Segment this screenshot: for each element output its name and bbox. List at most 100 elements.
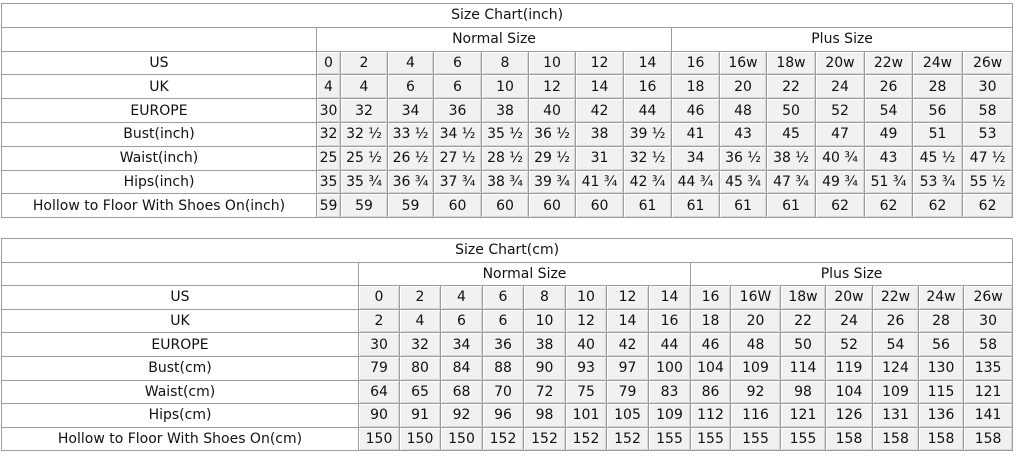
size-value-cell: 26 ½ (387, 145, 434, 171)
size-value-cell: 126 (825, 403, 873, 428)
size-value-cell: 32 (340, 98, 388, 123)
size-value-cell: 60 (433, 193, 482, 219)
size-value-cell: 36 ¾ (387, 169, 434, 195)
size-value-cell: 12 (575, 50, 624, 76)
row-label: Hollow to Floor With Shoes On(cm) (1, 426, 359, 452)
size-value-cell: 25 ½ (340, 145, 388, 171)
size-value-cell: 51 ¾ (864, 169, 913, 195)
row-label: Waist(cm) (1, 379, 359, 405)
size-value-cell: 2 (340, 50, 388, 76)
size-value-cell: 150 (358, 426, 400, 452)
row-label: Bust(inch) (1, 121, 317, 147)
size-value-cell: 130 (918, 355, 964, 381)
size-value-cell: 32 ½ (340, 121, 388, 147)
size-value-cell: 88 (482, 355, 524, 381)
size-value-cell: 28 (912, 74, 963, 100)
size-value-cell: 62 (815, 193, 865, 219)
size-value-cell: 42 (575, 98, 624, 123)
size-value-cell: 38 (481, 98, 529, 123)
group-header-plus-size: Plus Size (670, 26, 1014, 52)
size-value-cell: 54 (864, 98, 913, 123)
size-value-cell: 45 ½ (912, 145, 963, 171)
size-value-cell: 6 (482, 308, 524, 334)
size-value-cell: 58 (961, 98, 1014, 123)
size-value-cell: 4 (340, 74, 388, 100)
size-value-cell: 155 (690, 426, 731, 452)
size-value-cell: 39 ¾ (528, 169, 576, 195)
size-value-cell: 104 (825, 379, 873, 405)
empty-header-cell (1, 261, 359, 287)
size-value-cell: 4 (399, 308, 441, 334)
size-value-cell: 61 (719, 193, 767, 219)
size-value-cell: 96 (482, 403, 524, 428)
size-value-cell: 42 ¾ (623, 169, 672, 195)
size-value-cell: 6 (440, 308, 483, 334)
size-value-cell: 14 (648, 285, 691, 310)
size-value-cell: 22w (872, 285, 919, 310)
size-value-cell: 28 ½ (481, 145, 529, 171)
size-value-cell: 30 (316, 98, 341, 123)
size-value-cell: 97 (606, 355, 649, 381)
size-value-cell: 37 ¾ (433, 169, 482, 195)
size-value-cell: 10 (481, 74, 529, 100)
size-value-cell: 61 (671, 193, 720, 219)
size-value-cell: 41 (671, 121, 720, 147)
size-value-cell: 8 (481, 50, 529, 76)
size-value-cell: 6 (482, 285, 524, 310)
size-value-cell: 79 (358, 355, 400, 381)
size-value-cell: 68 (440, 379, 483, 405)
size-value-cell: 18 (671, 74, 720, 100)
table-title: Size Chart(inch) (0, 3, 1014, 28)
size-value-cell: 30 (961, 74, 1014, 100)
size-value-cell: 150 (399, 426, 441, 452)
size-value-cell: 26 (864, 74, 913, 100)
size-value-cell: 54 (872, 332, 919, 357)
size-value-cell: 158 (825, 426, 873, 452)
size-value-cell: 150 (440, 426, 483, 452)
size-value-cell: 47 ¾ (766, 169, 816, 195)
size-value-cell: 6 (387, 74, 434, 100)
size-value-cell: 60 (481, 193, 529, 219)
size-value-cell: 35 ½ (481, 121, 529, 147)
size-value-cell: 36 (433, 98, 482, 123)
size-value-cell: 34 ½ (433, 121, 482, 147)
size-value-cell: 84 (440, 355, 483, 381)
size-value-cell: 6 (433, 74, 482, 100)
size-value-cell: 75 (565, 379, 607, 405)
table-row: EUROPE 30 32 34 36 38 40 42 44 46 48 50 52 54 56 58 (1, 332, 1014, 357)
size-value-cell: 30 (358, 332, 400, 357)
size-value-cell: 30 (962, 308, 1014, 334)
size-value-cell: 20w (825, 285, 873, 310)
size-value-cell: 34 (440, 332, 483, 357)
size-value-cell: 22w (864, 50, 913, 76)
size-value-cell: 24w (918, 285, 964, 310)
table-row: Hips(inch) 35 35 ¾ 36 ¾ 37 ¾ 38 ¾ 39 ¾ 41 ¾ 42 ¾… (1, 169, 1014, 195)
size-value-cell: 115 (918, 379, 964, 405)
size-value-cell: 98 (523, 403, 566, 428)
size-value-cell: 22 (780, 308, 826, 334)
size-value-cell: 109 (648, 403, 691, 428)
size-value-cell: 52 (815, 98, 865, 123)
row-label: UK (1, 308, 359, 334)
row-label: Hollow to Floor With Shoes On(inch) (1, 193, 317, 219)
size-value-cell: 62 (864, 193, 913, 219)
row-label: US (1, 285, 359, 310)
size-value-cell: 121 (962, 379, 1014, 405)
size-value-cell: 43 (719, 121, 767, 147)
size-value-cell: 59 (387, 193, 434, 219)
size-value-cell: 56 (918, 332, 964, 357)
size-value-cell: 4 (440, 285, 483, 310)
row-label: US (1, 50, 317, 76)
size-value-cell: 4 (316, 74, 341, 100)
size-value-cell: 18w (780, 285, 826, 310)
size-value-cell: 72 (523, 379, 566, 405)
table-row: Bust(inch) 32 32 ½ 33 ½ 34 ½ 35 ½ 36 ½ 38 39 ½ 41… (1, 121, 1014, 147)
table-row: UK 4 4 6 6 10 12 14 16 18 20 22 24 26 28 30 (1, 74, 1014, 100)
size-value-cell: 41 ¾ (575, 169, 624, 195)
group-header-normal-size: Normal Size (358, 261, 691, 287)
size-value-cell: 131 (872, 403, 919, 428)
group-header-row: Normal Size Plus Size (1, 26, 1014, 52)
size-value-cell: 10 (523, 308, 566, 334)
size-value-cell: 90 (358, 403, 400, 428)
